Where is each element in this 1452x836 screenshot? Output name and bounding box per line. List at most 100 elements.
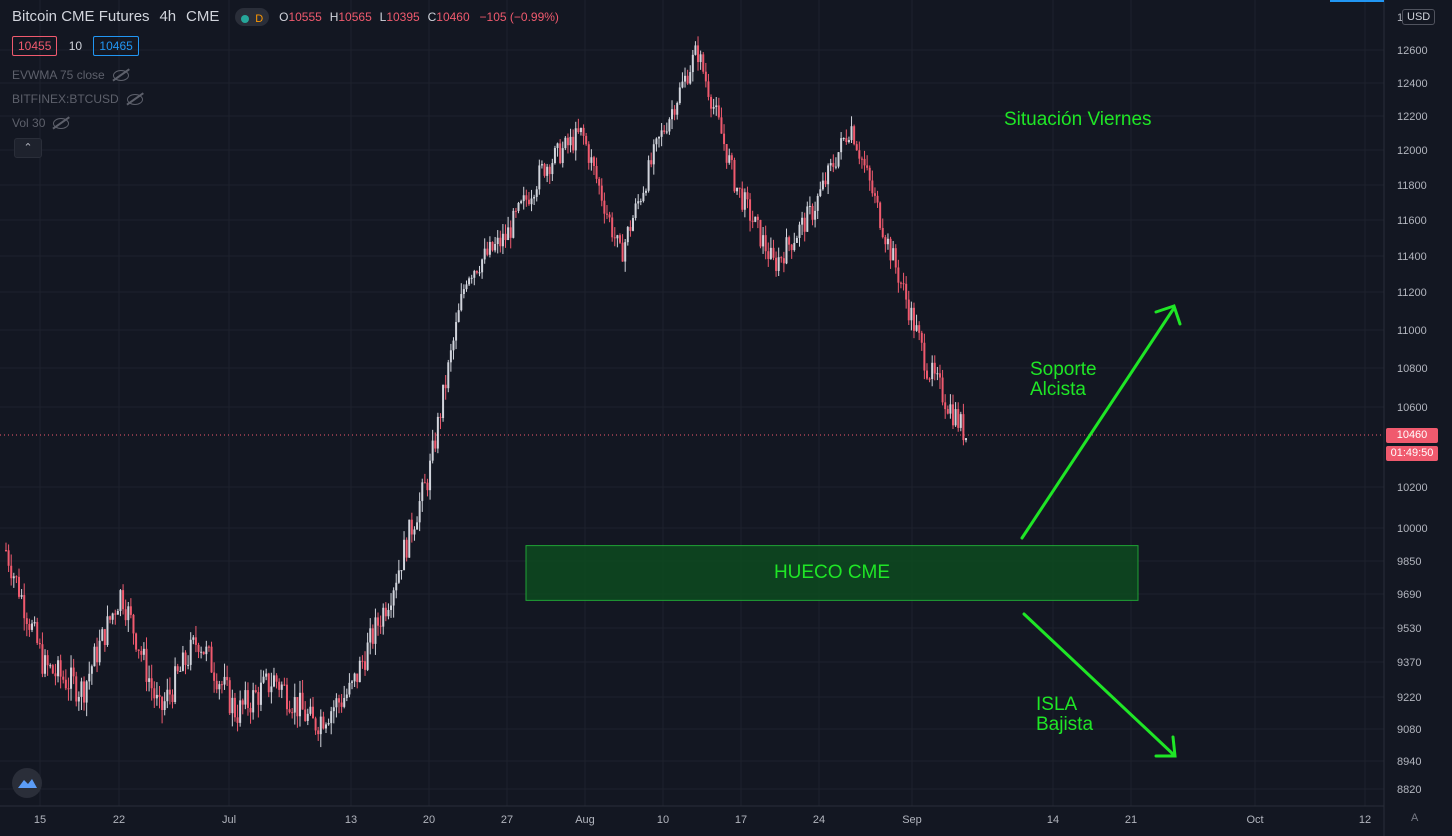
candle bbox=[684, 67, 687, 88]
candle bbox=[311, 697, 314, 719]
candle bbox=[423, 473, 426, 484]
eye-hidden-icon[interactable] bbox=[112, 70, 129, 82]
indicator-label: BITFINEX:BTCUSD bbox=[12, 92, 119, 106]
candle bbox=[486, 241, 489, 257]
candles bbox=[5, 36, 967, 748]
candle bbox=[345, 688, 348, 702]
candle bbox=[827, 163, 830, 195]
candle bbox=[348, 673, 351, 698]
candle bbox=[681, 72, 684, 89]
candle bbox=[122, 584, 125, 615]
chart-grid bbox=[0, 0, 1384, 806]
candle bbox=[876, 190, 879, 208]
price-tick-label: 11400 bbox=[1397, 251, 1427, 263]
candle bbox=[829, 158, 832, 172]
candle bbox=[200, 646, 203, 659]
candle bbox=[910, 301, 913, 331]
candle bbox=[514, 207, 517, 218]
candle bbox=[527, 191, 530, 206]
candle bbox=[717, 97, 720, 120]
candle bbox=[241, 698, 244, 715]
candle bbox=[400, 569, 403, 580]
candle bbox=[884, 234, 887, 253]
time-tick-label: 20 bbox=[423, 814, 435, 826]
ask-button[interactable]: 10465 bbox=[93, 36, 139, 56]
price-tick-label: 11000 bbox=[1397, 325, 1427, 337]
candle bbox=[223, 663, 226, 690]
candle bbox=[306, 708, 309, 726]
chart-legend: Bitcoin CME Futures 4h CME D O10555 H105… bbox=[12, 8, 559, 27]
candle bbox=[811, 203, 814, 226]
candle bbox=[738, 187, 741, 198]
candle bbox=[231, 689, 234, 727]
candle bbox=[572, 129, 575, 154]
candle bbox=[70, 655, 73, 701]
candle bbox=[566, 133, 569, 154]
candle bbox=[416, 516, 419, 530]
interval[interactable]: 4h bbox=[159, 8, 177, 25]
symbol-name[interactable]: Bitcoin CME Futures bbox=[12, 8, 150, 25]
candle bbox=[114, 609, 117, 625]
candle bbox=[51, 663, 54, 675]
indicator-vol[interactable]: Vol 30 bbox=[12, 116, 70, 130]
candle bbox=[772, 239, 775, 261]
indicator-evwma[interactable]: EVWMA 75 close bbox=[12, 68, 129, 82]
candle bbox=[176, 663, 179, 675]
candle bbox=[483, 238, 486, 264]
candle bbox=[431, 429, 434, 464]
price-tick-label: 10800 bbox=[1397, 363, 1428, 375]
candle bbox=[338, 694, 341, 714]
candle bbox=[647, 155, 650, 193]
candle bbox=[301, 679, 304, 710]
market-status-badge[interactable]: D bbox=[235, 8, 270, 27]
candle bbox=[33, 616, 36, 627]
candle bbox=[194, 625, 197, 653]
candle bbox=[358, 656, 361, 683]
candle bbox=[923, 333, 926, 380]
candle bbox=[697, 36, 700, 71]
candle bbox=[660, 123, 663, 147]
candle bbox=[925, 363, 928, 380]
cme-gap-zone bbox=[525, 545, 1139, 601]
candle bbox=[150, 664, 153, 701]
candle bbox=[707, 73, 710, 101]
candle bbox=[163, 692, 166, 716]
candle bbox=[369, 618, 372, 655]
candle bbox=[658, 136, 661, 148]
open-label: O bbox=[279, 10, 289, 24]
candle bbox=[220, 680, 223, 694]
time-tick-label: 17 bbox=[735, 814, 747, 826]
indicator-bitfinex[interactable]: BITFINEX:BTCUSD bbox=[12, 92, 143, 106]
auto-scale-button[interactable]: A bbox=[1411, 812, 1419, 824]
time-tick-label: 12 bbox=[1359, 814, 1371, 826]
candle bbox=[782, 251, 785, 273]
candle bbox=[938, 364, 941, 389]
candle bbox=[319, 709, 322, 748]
candle bbox=[447, 359, 450, 393]
candle bbox=[62, 670, 65, 684]
tradingview-logo[interactable] bbox=[12, 768, 42, 798]
candle bbox=[124, 599, 127, 626]
candle bbox=[556, 142, 559, 157]
time-tick-label: Oct bbox=[1246, 814, 1263, 826]
indicator-label: Vol 30 bbox=[12, 116, 46, 130]
candle bbox=[291, 708, 294, 719]
bid-button[interactable]: 10455 bbox=[12, 36, 58, 56]
candle bbox=[257, 686, 260, 718]
close-value: 10460 bbox=[436, 10, 470, 24]
candle bbox=[866, 155, 869, 171]
price-tick-label: 10000 bbox=[1397, 523, 1428, 535]
eye-hidden-icon[interactable] bbox=[53, 118, 70, 130]
currency-badge[interactable]: USD bbox=[1402, 9, 1436, 25]
candle bbox=[642, 186, 645, 203]
candle bbox=[59, 654, 62, 689]
eye-hidden-icon[interactable] bbox=[126, 94, 143, 106]
candle bbox=[803, 212, 806, 242]
candle bbox=[933, 355, 936, 381]
candle bbox=[920, 330, 923, 351]
collapse-legend-button[interactable]: ⌃ bbox=[14, 138, 42, 158]
soporte-label: Soporte Alcista bbox=[1030, 360, 1097, 400]
candle bbox=[228, 677, 231, 715]
candle bbox=[90, 664, 93, 685]
